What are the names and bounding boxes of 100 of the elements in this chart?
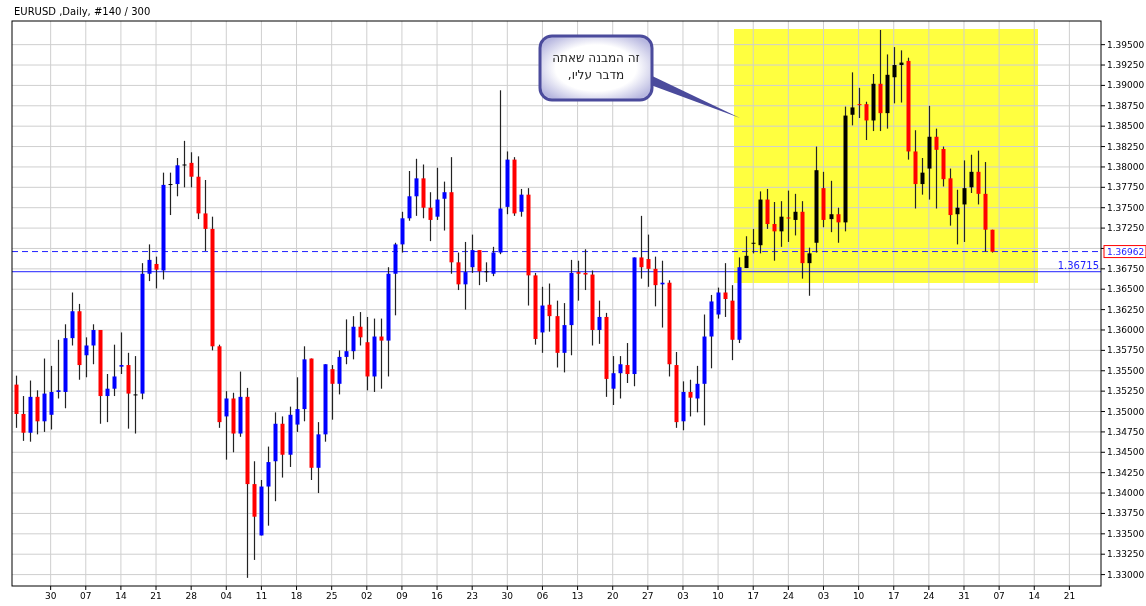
y-tick-label: 1.35000 — [1107, 406, 1145, 417]
candlestick — [618, 355, 623, 400]
candlestick — [653, 256, 658, 307]
x-tick-label: 03 — [677, 591, 689, 601]
x-tick-label: 28 — [185, 591, 198, 601]
candlestick — [344, 318, 349, 365]
candlestick — [21, 395, 26, 442]
y-tick-label: 1.36750 — [1107, 263, 1145, 274]
y-tick-label: 1.34750 — [1107, 426, 1145, 437]
candlestick — [91, 323, 96, 365]
y-tick-label: 1.33500 — [1107, 528, 1145, 539]
x-tick-label: 18 — [290, 591, 303, 601]
x-tick-label: 17 — [888, 591, 900, 601]
x-tick-label: 23 — [466, 591, 478, 601]
candlestick — [625, 342, 630, 384]
candlestick — [744, 235, 749, 269]
candlestick — [470, 234, 475, 274]
candlestick — [850, 71, 855, 126]
x-tick-label: 24 — [782, 591, 795, 601]
candlestick — [716, 287, 721, 320]
candlestick — [133, 355, 138, 435]
y-tick-label: 1.36000 — [1107, 325, 1145, 335]
y-tick-label: 1.35500 — [1107, 365, 1145, 376]
candlestick — [463, 241, 468, 311]
candlestick — [969, 154, 974, 194]
candlestick — [224, 390, 229, 461]
candlestick — [920, 157, 925, 196]
candlestick — [639, 215, 644, 280]
x-tick-label: 25 — [325, 591, 338, 601]
x-tick-label: 10 — [852, 591, 865, 601]
candlestick — [379, 317, 384, 390]
ref-line-label: 1.36962 — [1107, 247, 1145, 258]
candlestick — [491, 246, 496, 277]
candlestick — [168, 172, 173, 216]
y-tick-label: 1.38500 — [1107, 121, 1145, 132]
candlestick — [955, 189, 960, 245]
candlestick — [182, 140, 187, 188]
x-tick-label: 11 — [255, 591, 268, 601]
x-tick-label: 03 — [817, 591, 830, 601]
candlestick — [330, 364, 335, 421]
y-tick-label: 1.38750 — [1107, 100, 1145, 111]
y-tick-label: 1.34000 — [1107, 488, 1145, 499]
y-tick-label: 1.36500 — [1107, 284, 1145, 295]
candlestick — [807, 247, 812, 297]
x-tick-label: 30 — [44, 591, 57, 601]
x-tick-label: 27 — [642, 591, 654, 601]
candlestick — [414, 158, 419, 217]
y-tick-label: 1.33750 — [1107, 508, 1145, 519]
y-tick-label: 1.35750 — [1107, 345, 1145, 356]
x-tick-label: 07 — [80, 591, 92, 601]
candlestick — [976, 150, 981, 206]
y-tick-label: 1.37750 — [1107, 182, 1145, 193]
y-tick-label: 1.39000 — [1107, 80, 1145, 91]
candlestick — [119, 331, 124, 375]
y-tick-label: 1.34500 — [1107, 447, 1145, 458]
candlestick — [112, 344, 117, 397]
x-tick-label: 21 — [1063, 591, 1076, 601]
candlestick — [688, 379, 693, 418]
y-tick-label: 1.36250 — [1107, 304, 1145, 315]
candlestick — [105, 373, 110, 423]
x-tick-label: 10 — [712, 591, 725, 601]
x-tick-label: 17 — [747, 591, 759, 601]
y-tick-label: 1.38250 — [1107, 141, 1145, 152]
x-tick-label: 30 — [501, 591, 514, 601]
candlestick — [84, 336, 89, 378]
candlestick — [864, 101, 869, 141]
candlestick — [695, 365, 700, 413]
candlestick — [203, 179, 208, 252]
candlestick — [519, 188, 524, 218]
x-tick-label: 06 — [536, 591, 549, 601]
annotation: זה המבנה שאתה מדבר עליו, — [552, 51, 640, 82]
candlestick — [576, 260, 581, 302]
x-tick-label: 16 — [431, 591, 444, 601]
y-tick-label: 1.33250 — [1107, 549, 1145, 560]
x-tick-label: 24 — [923, 591, 935, 601]
candlestick — [147, 243, 152, 282]
x-tick-label: 02 — [361, 591, 373, 601]
x-tick-label: 14 — [115, 591, 127, 601]
candlestick — [836, 207, 841, 244]
candlestick — [358, 311, 363, 347]
chart-title: EURUSD ,Daily, #140 / 300 — [14, 6, 151, 17]
y-tick-label: 1.39500 — [1107, 39, 1145, 50]
candlestick — [646, 234, 651, 288]
candlestick — [611, 355, 616, 406]
y-tick-label: 1.37500 — [1107, 202, 1145, 213]
y-tick-label: 1.34250 — [1107, 467, 1145, 478]
candlestick — [56, 339, 61, 400]
x-tick-label: 20 — [606, 591, 619, 601]
x-tick-label: 09 — [396, 591, 408, 601]
candlestick — [295, 376, 300, 433]
candlestick — [547, 282, 552, 333]
candlestick — [779, 200, 784, 248]
candlestick — [189, 151, 194, 188]
candlestick — [175, 157, 180, 197]
candlestick — [456, 251, 461, 291]
candlestick — [583, 248, 588, 291]
candlestick — [892, 46, 897, 104]
candlestick — [793, 193, 798, 237]
candlestick — [962, 159, 967, 243]
candlestick — [751, 228, 756, 254]
